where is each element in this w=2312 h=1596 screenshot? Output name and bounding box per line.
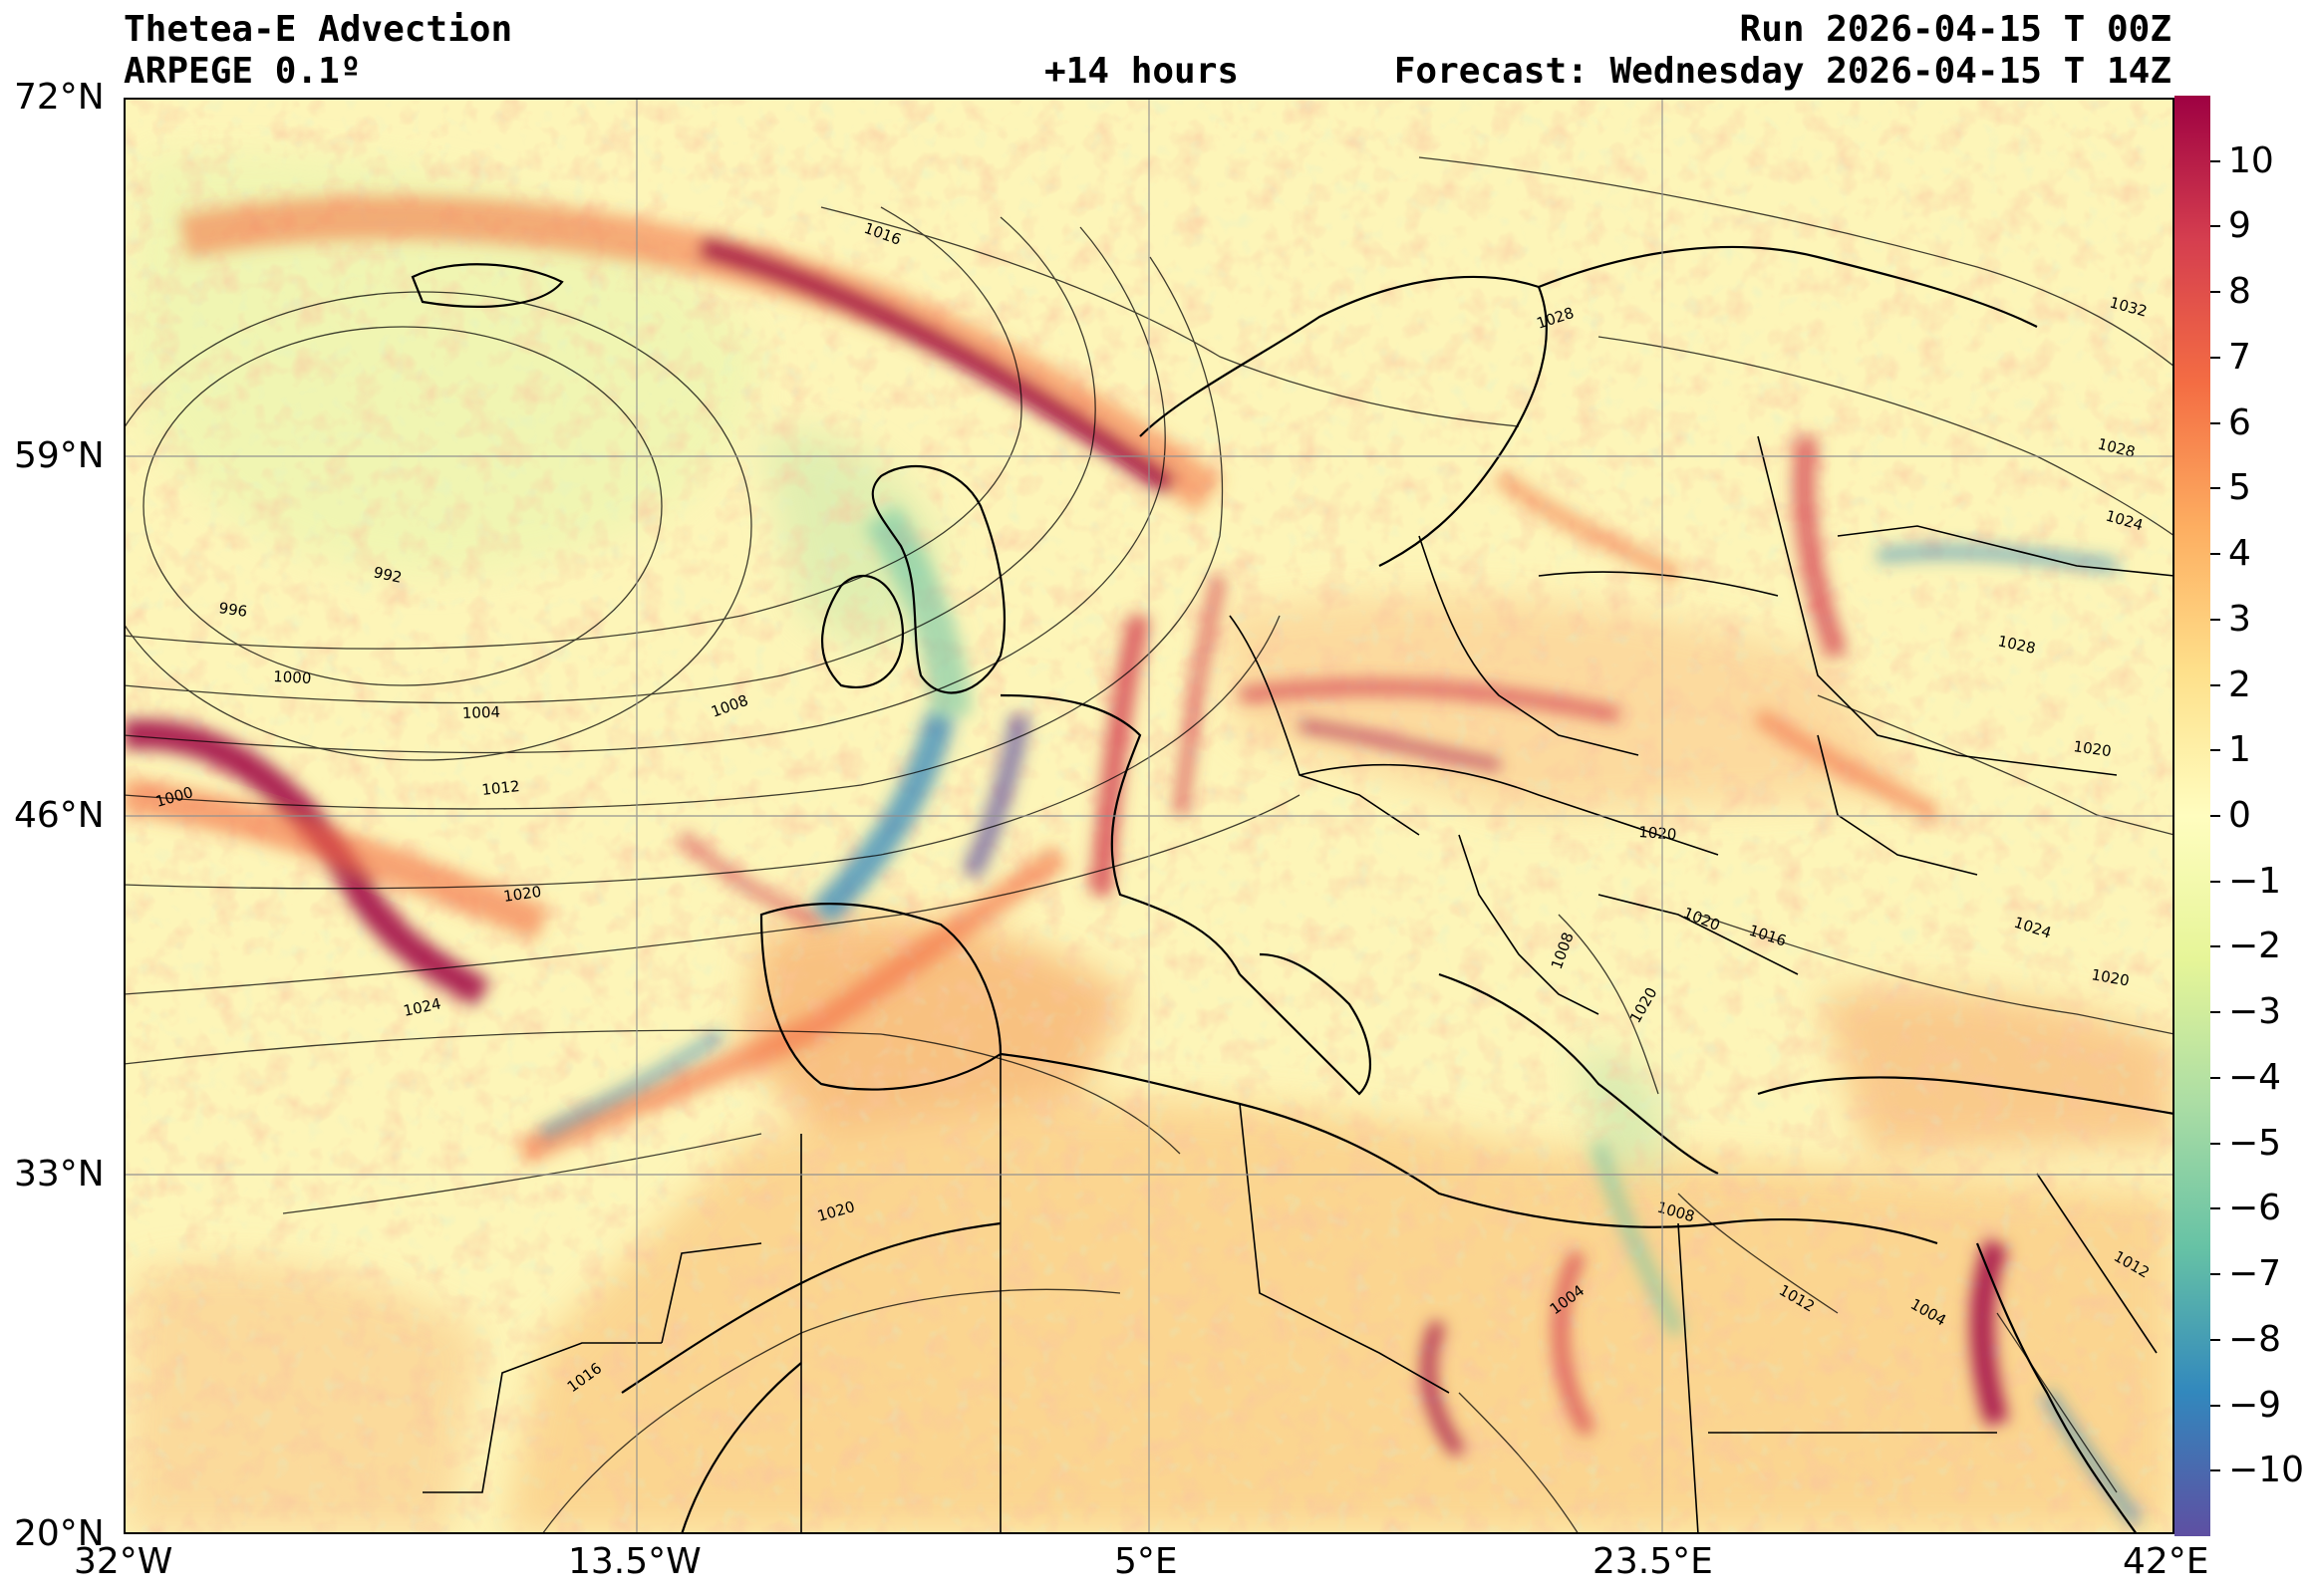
map-border bbox=[124, 98, 2174, 1534]
colorbar-tick-label: −2 bbox=[2228, 926, 2282, 967]
colorbar-tick-label: 2 bbox=[2228, 664, 2251, 705]
graticule bbox=[124, 98, 2174, 1534]
lon-label: 23.5°E bbox=[1592, 1541, 1713, 1582]
colorbar-tick bbox=[2210, 159, 2220, 162]
colorbar-tick-label: 9 bbox=[2228, 205, 2251, 247]
map-title: Thetea-E Advection bbox=[124, 9, 513, 50]
isobar-label: 992 bbox=[372, 563, 404, 587]
lat-label: 59°N bbox=[14, 435, 105, 476]
colorbar-tick bbox=[2210, 1142, 2220, 1145]
map-canvas[interactable]: 992 996 1000 1004 1008 1012 1016 1020 10… bbox=[124, 98, 2174, 1534]
colorbar-tick bbox=[2210, 945, 2220, 948]
isobars bbox=[124, 156, 2174, 1534]
colorbar-tick bbox=[2210, 880, 2220, 883]
colorbar-tick-label: 4 bbox=[2228, 533, 2251, 575]
colorbar-tick-label: −7 bbox=[2228, 1253, 2282, 1295]
isobar-label: 1012 bbox=[481, 777, 521, 799]
colorbar-tick bbox=[2210, 421, 2220, 424]
colorbar bbox=[2174, 96, 2210, 1536]
lat-label: 46°N bbox=[14, 795, 105, 836]
colorbar-tick-label: 8 bbox=[2228, 271, 2251, 313]
colorbar-tick bbox=[2210, 356, 2220, 359]
colorbar-tick bbox=[2210, 487, 2220, 490]
lon-label: 13.5°W bbox=[568, 1541, 702, 1582]
colorbar-tick bbox=[2210, 291, 2220, 294]
colorbar-tick bbox=[2210, 1273, 2220, 1276]
colorbar-tick bbox=[2210, 618, 2220, 621]
colorbar-tick-label: 10 bbox=[2228, 139, 2274, 181]
isobar-label: 1020 bbox=[2072, 737, 2112, 760]
lat-label: 72°N bbox=[14, 77, 105, 118]
isobar-label: 996 bbox=[217, 599, 248, 621]
colorbar-tick-label: −10 bbox=[2228, 1450, 2304, 1491]
colorbar-tick-label: −1 bbox=[2228, 860, 2282, 902]
lon-label: 42°E bbox=[2123, 1541, 2209, 1582]
isobar-label: 1004 bbox=[462, 703, 501, 722]
colorbar-tick bbox=[2210, 1011, 2220, 1014]
colorbar-tick-label: −6 bbox=[2228, 1188, 2282, 1229]
colorbar-tick bbox=[2210, 1076, 2220, 1079]
colorbar-tick bbox=[2210, 749, 2220, 752]
colorbar-tick-label: −3 bbox=[2228, 991, 2282, 1033]
isobar-label: 1020 bbox=[502, 883, 542, 906]
colorbar-tick-label: −9 bbox=[2228, 1384, 2282, 1426]
model-label: ARPEGE 0.1º bbox=[124, 51, 362, 92]
colorbar-tick-label: −4 bbox=[2228, 1056, 2282, 1098]
colorbar-tick-label: −5 bbox=[2228, 1122, 2282, 1164]
isobar-label: 1000 bbox=[273, 667, 312, 687]
country-borders bbox=[423, 435, 2174, 1534]
lat-label: 20°N bbox=[14, 1513, 105, 1554]
advection-bands bbox=[124, 195, 2009, 1458]
colorbar-tick-label: 1 bbox=[2228, 729, 2251, 771]
lead-time-label: +14 hours bbox=[1044, 51, 1240, 92]
colorbar-tick-label: 0 bbox=[2228, 795, 2251, 836]
colorbar-tick bbox=[2210, 553, 2220, 556]
colorbar-tick bbox=[2210, 815, 2220, 817]
colorbar-tick-label: 5 bbox=[2228, 467, 2251, 509]
colorbar-tick-label: 3 bbox=[2228, 598, 2251, 640]
run-time-label: Run 2026-04-15 T 00Z bbox=[1739, 9, 2171, 50]
colorbar-tick bbox=[2210, 1338, 2220, 1341]
colorbar-tick bbox=[2210, 683, 2220, 686]
map-panel[interactable]: 992 996 1000 1004 1008 1012 1016 1020 10… bbox=[124, 98, 2174, 1534]
forecast-time-label: Forecast: Wednesday 2026-04-15 T 14Z bbox=[1393, 51, 2171, 92]
lat-label: 33°N bbox=[14, 1154, 105, 1195]
colorbar-tick bbox=[2210, 1404, 2220, 1407]
colorbar-tick bbox=[2210, 225, 2220, 228]
colorbar-tick-label: 6 bbox=[2228, 401, 2251, 443]
colorbar-tick bbox=[2210, 1469, 2220, 1472]
colorbar-tick-label: 7 bbox=[2228, 336, 2251, 378]
isobar-label: 1020 bbox=[1638, 823, 1677, 844]
colorbar-tick-label: −8 bbox=[2228, 1318, 2282, 1360]
lon-label: 32°W bbox=[74, 1541, 173, 1582]
colorbar-tick bbox=[2210, 1207, 2220, 1210]
lon-label: 5°E bbox=[1114, 1541, 1178, 1582]
